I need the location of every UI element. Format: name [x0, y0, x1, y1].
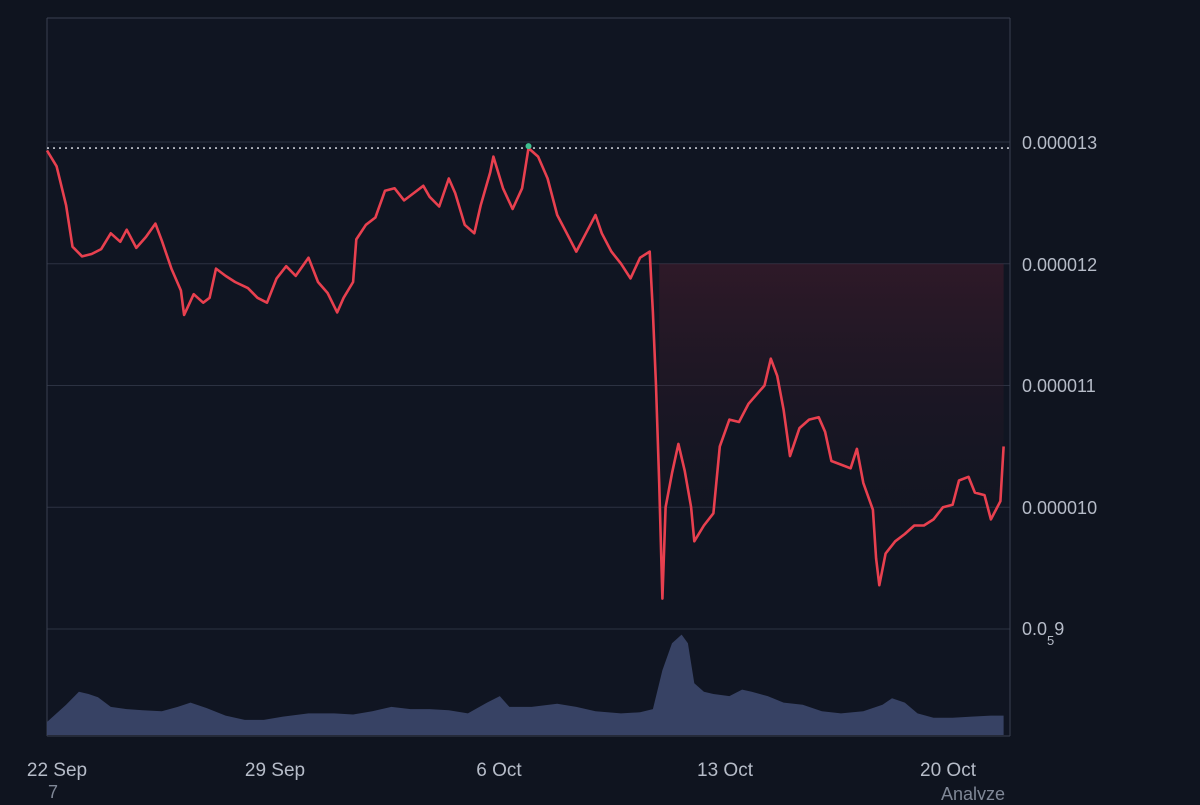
- x-axis: 22 Sep 29 Sep 6 Oct 13 Oct 20 Oct 7: [27, 760, 977, 802]
- x-tick-label: 29 Sep: [245, 760, 305, 781]
- y-tick-label-small: 0.059: [1022, 619, 1064, 648]
- price-area-fill: [659, 263, 1004, 599]
- analyze-link[interactable]: Analyze: [941, 784, 1005, 804]
- y-tick-label: 0.000013: [1022, 133, 1097, 153]
- x-tick-label: 22 Sep: [27, 760, 87, 781]
- y-tick-label: 0.000010: [1022, 498, 1097, 518]
- y-tick-label: 0.000012: [1022, 255, 1097, 275]
- x-tick-label: 13 Oct: [697, 760, 754, 781]
- y-tick-label: 0.000011: [1022, 376, 1096, 396]
- price-line[interactable]: [45, 146, 1005, 600]
- x-tick-subscript: 7: [48, 782, 58, 800]
- x-tick-label: 6 Oct: [476, 760, 522, 781]
- x-tick-label: 20 Oct: [920, 760, 977, 781]
- y-axis: 0.000013 0.000012 0.000011 0.000010 0.05…: [1022, 133, 1097, 648]
- volume-area: [47, 634, 1004, 735]
- peak-marker: [525, 143, 532, 150]
